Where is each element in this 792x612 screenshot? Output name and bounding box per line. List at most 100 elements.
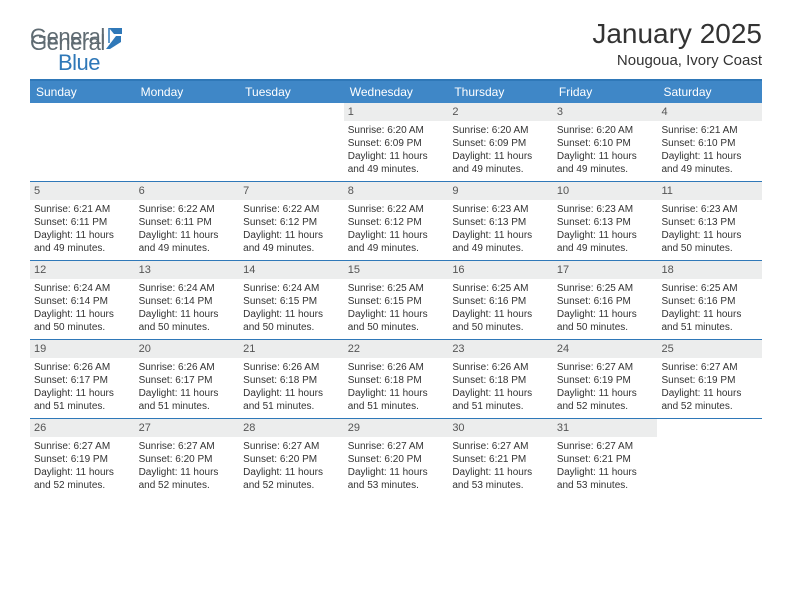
- sunset-line: Sunset: 6:12 PM: [243, 216, 340, 229]
- sunrise-line: Sunrise: 6:23 AM: [557, 203, 654, 216]
- sunrise-line: Sunrise: 6:26 AM: [348, 361, 445, 374]
- day-of-week-row: SundayMondayTuesdayWednesdayThursdayFrid…: [30, 81, 762, 103]
- calendar-week: 12Sunrise: 6:24 AMSunset: 6:14 PMDayligh…: [30, 261, 762, 340]
- daylight-line: Daylight: 11 hours and 50 minutes.: [34, 308, 131, 334]
- sunrise-line: Sunrise: 6:21 AM: [34, 203, 131, 216]
- calendar-week: 26Sunrise: 6:27 AMSunset: 6:19 PMDayligh…: [30, 419, 762, 497]
- daylight-line: Daylight: 11 hours and 49 minutes.: [557, 150, 654, 176]
- day-number: 8: [344, 182, 449, 200]
- daylight-line: Daylight: 11 hours and 50 minutes.: [557, 308, 654, 334]
- dow-header: Wednesday: [344, 81, 449, 103]
- day-number: 18: [657, 261, 762, 279]
- daylight-line: Daylight: 11 hours and 49 minutes.: [348, 229, 445, 255]
- sunset-line: Sunset: 6:11 PM: [34, 216, 131, 229]
- sunrise-line: Sunrise: 6:22 AM: [348, 203, 445, 216]
- calendar-cell: 16Sunrise: 6:25 AMSunset: 6:16 PMDayligh…: [448, 261, 553, 339]
- daylight-line: Daylight: 11 hours and 49 minutes.: [452, 150, 549, 176]
- sunrise-line: Sunrise: 6:25 AM: [348, 282, 445, 295]
- location-label: Nougoua, Ivory Coast: [592, 52, 762, 69]
- calendar-cell: 4Sunrise: 6:21 AMSunset: 6:10 PMDaylight…: [657, 103, 762, 181]
- day-number: 4: [657, 103, 762, 121]
- calendar-cell: 15Sunrise: 6:25 AMSunset: 6:15 PMDayligh…: [344, 261, 449, 339]
- sunset-line: Sunset: 6:14 PM: [34, 295, 131, 308]
- sunset-line: Sunset: 6:13 PM: [557, 216, 654, 229]
- sunrise-line: Sunrise: 6:24 AM: [139, 282, 236, 295]
- daylight-line: Daylight: 11 hours and 51 minutes.: [348, 387, 445, 413]
- sunset-line: Sunset: 6:17 PM: [139, 374, 236, 387]
- calendar-week: 19Sunrise: 6:26 AMSunset: 6:17 PMDayligh…: [30, 340, 762, 419]
- calendar-cell: 10Sunrise: 6:23 AMSunset: 6:13 PMDayligh…: [553, 182, 658, 260]
- day-number: 22: [344, 340, 449, 358]
- daylight-line: Daylight: 11 hours and 51 minutes.: [139, 387, 236, 413]
- sunset-line: Sunset: 6:18 PM: [452, 374, 549, 387]
- day-number: 21: [239, 340, 344, 358]
- sunrise-line: Sunrise: 6:27 AM: [661, 361, 758, 374]
- daylight-line: Daylight: 11 hours and 51 minutes.: [661, 308, 758, 334]
- daylight-line: Daylight: 11 hours and 53 minutes.: [452, 466, 549, 492]
- sunrise-line: Sunrise: 6:27 AM: [348, 440, 445, 453]
- sunset-line: Sunset: 6:16 PM: [661, 295, 758, 308]
- sunrise-line: Sunrise: 6:26 AM: [243, 361, 340, 374]
- day-number: 3: [553, 103, 658, 121]
- day-number: 24: [553, 340, 658, 358]
- sunset-line: Sunset: 6:19 PM: [557, 374, 654, 387]
- calendar-cell: [30, 103, 135, 181]
- sunset-line: Sunset: 6:17 PM: [34, 374, 131, 387]
- sunset-line: Sunset: 6:09 PM: [452, 137, 549, 150]
- day-number: 20: [135, 340, 240, 358]
- calendar-cell: 18Sunrise: 6:25 AMSunset: 6:16 PMDayligh…: [657, 261, 762, 339]
- sunset-line: Sunset: 6:13 PM: [661, 216, 758, 229]
- calendar-cell: 14Sunrise: 6:24 AMSunset: 6:15 PMDayligh…: [239, 261, 344, 339]
- day-number: 7: [239, 182, 344, 200]
- daylight-line: Daylight: 11 hours and 49 minutes.: [139, 229, 236, 255]
- sunrise-line: Sunrise: 6:27 AM: [34, 440, 131, 453]
- daylight-line: Daylight: 11 hours and 49 minutes.: [243, 229, 340, 255]
- sunrise-line: Sunrise: 6:26 AM: [34, 361, 131, 374]
- day-number: 5: [30, 182, 135, 200]
- calendar-cell: 6Sunrise: 6:22 AMSunset: 6:11 PMDaylight…: [135, 182, 240, 260]
- calendar-cell: 17Sunrise: 6:25 AMSunset: 6:16 PMDayligh…: [553, 261, 658, 339]
- weeks-container: 1Sunrise: 6:20 AMSunset: 6:09 PMDaylight…: [30, 103, 762, 497]
- day-number: 6: [135, 182, 240, 200]
- calendar-cell: 29Sunrise: 6:27 AMSunset: 6:20 PMDayligh…: [344, 419, 449, 497]
- sunrise-line: Sunrise: 6:22 AM: [243, 203, 340, 216]
- sunrise-line: Sunrise: 6:24 AM: [243, 282, 340, 295]
- dow-header: Thursday: [448, 81, 553, 103]
- sunset-line: Sunset: 6:21 PM: [452, 453, 549, 466]
- sunset-line: Sunset: 6:15 PM: [243, 295, 340, 308]
- calendar-cell: 23Sunrise: 6:26 AMSunset: 6:18 PMDayligh…: [448, 340, 553, 418]
- sunrise-line: Sunrise: 6:27 AM: [557, 361, 654, 374]
- day-number: 2: [448, 103, 553, 121]
- daylight-line: Daylight: 11 hours and 52 minutes.: [243, 466, 340, 492]
- calendar-cell: 5Sunrise: 6:21 AMSunset: 6:11 PMDaylight…: [30, 182, 135, 260]
- calendar-cell: 24Sunrise: 6:27 AMSunset: 6:19 PMDayligh…: [553, 340, 658, 418]
- daylight-line: Daylight: 11 hours and 52 minutes.: [661, 387, 758, 413]
- daylight-line: Daylight: 11 hours and 50 minutes.: [348, 308, 445, 334]
- calendar-cell: 1Sunrise: 6:20 AMSunset: 6:09 PMDaylight…: [344, 103, 449, 181]
- calendar-cell: 21Sunrise: 6:26 AMSunset: 6:18 PMDayligh…: [239, 340, 344, 418]
- page-header: General January 2025 Nougoua, Ivory Coas…: [30, 18, 762, 69]
- day-number: 11: [657, 182, 762, 200]
- sunrise-line: Sunrise: 6:27 AM: [557, 440, 654, 453]
- dow-header: Sunday: [30, 81, 135, 103]
- sunset-line: Sunset: 6:16 PM: [557, 295, 654, 308]
- sunset-line: Sunset: 6:16 PM: [452, 295, 549, 308]
- sunset-line: Sunset: 6:14 PM: [139, 295, 236, 308]
- calendar-cell: [657, 419, 762, 497]
- day-number: 28: [239, 419, 344, 437]
- sunset-line: Sunset: 6:19 PM: [661, 374, 758, 387]
- calendar-cell: 27Sunrise: 6:27 AMSunset: 6:20 PMDayligh…: [135, 419, 240, 497]
- sunset-line: Sunset: 6:12 PM: [348, 216, 445, 229]
- sunset-line: Sunset: 6:18 PM: [243, 374, 340, 387]
- day-number: 19: [30, 340, 135, 358]
- calendar-cell: 11 Sunrise: 6:23 AMSunset: 6:13 PMDayligh…: [657, 182, 762, 260]
- daylight-line: Daylight: 11 hours and 50 minutes.: [661, 229, 758, 255]
- calendar-cell: [135, 103, 240, 181]
- sunrise-line: Sunrise: 6:23 AM: [661, 203, 758, 216]
- calendar-cell: [239, 103, 344, 181]
- sunrise-line: Sunrise: 6:23 AM: [452, 203, 549, 216]
- sunset-line: Sunset: 6:10 PM: [661, 137, 758, 150]
- calendar-cell: 28Sunrise: 6:27 AMSunset: 6:20 PMDayligh…: [239, 419, 344, 497]
- sunset-line: Sunset: 6:18 PM: [348, 374, 445, 387]
- calendar-cell: 20Sunrise: 6:26 AMSunset: 6:17 PMDayligh…: [135, 340, 240, 418]
